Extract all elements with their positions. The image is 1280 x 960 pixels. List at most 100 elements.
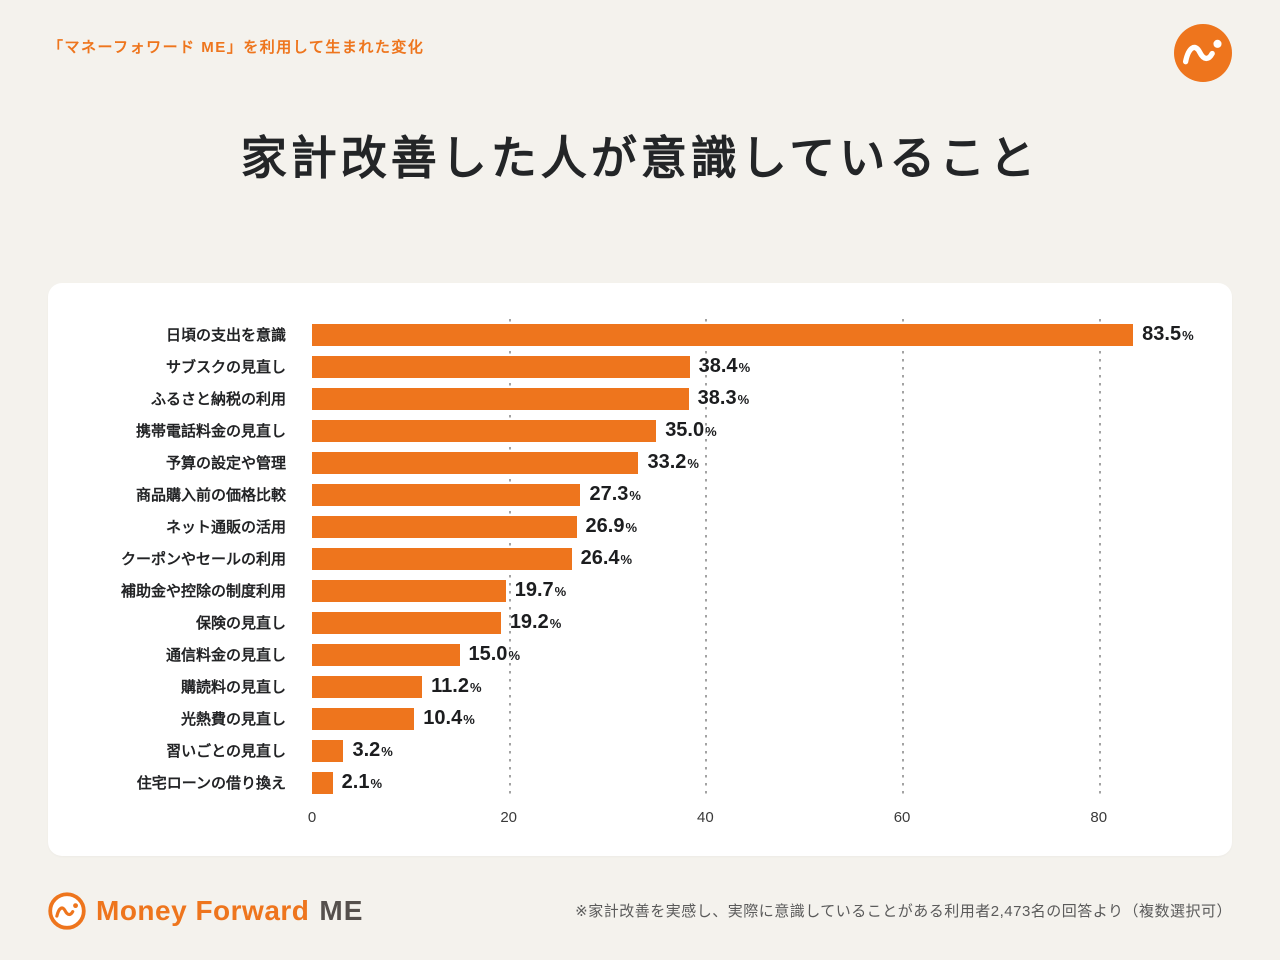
- bar: [312, 707, 415, 730]
- page-subtitle: 「マネーフォワード ME」を利用して生まれた変化: [48, 39, 425, 56]
- bar-track: 19.2%: [312, 611, 1202, 634]
- chart-row: 携帯電話料金の見直し 35.0%: [78, 415, 1202, 447]
- value-label: 33.2%: [647, 451, 699, 473]
- brand-name: Money Forward: [96, 894, 310, 926]
- category-label: サブスクの見直し: [165, 359, 286, 376]
- bar: [312, 547, 572, 570]
- category-label: 保険の見直し: [195, 615, 286, 632]
- category-label: 通信料金の見直し: [165, 647, 286, 664]
- bar: [312, 387, 689, 410]
- value-label: 2.1%: [341, 771, 383, 793]
- footnote: ※家計改善を実感し、実際に意識していることがある利用者2,473名の回答より（複…: [575, 903, 1232, 920]
- bar: [312, 611, 501, 634]
- value-label: 38.4%: [698, 355, 751, 377]
- chart-card: 日頃の支出を意識 83.5% サブスクの見直し 38.4% ふるさと納税の利用 38.3%…: [48, 282, 1232, 856]
- category-label: クーポンやセールの利用: [120, 551, 286, 568]
- category-label: 光熱費の見直し: [180, 711, 286, 728]
- x-tick-label: 60: [893, 808, 911, 826]
- value-label: 15.0%: [468, 643, 521, 665]
- axis-spacer: [78, 799, 312, 839]
- chart-row: 日頃の支出を意識 83.5%: [78, 319, 1202, 351]
- bar-track: 33.2%: [312, 451, 1202, 474]
- moneyforward-me-logo: Money Forward ME: [48, 891, 364, 930]
- bar: [312, 675, 423, 698]
- bar-track: 3.2%: [312, 739, 1202, 762]
- brand-suffix: ME: [319, 894, 364, 926]
- gridline: [1098, 318, 1101, 799]
- bar: [312, 355, 690, 378]
- gridline: [902, 318, 905, 799]
- bar: [312, 451, 639, 474]
- bar-track: 83.5%: [312, 323, 1202, 346]
- category-label: ふるさと納税の利用: [150, 391, 286, 408]
- category-label: 日頃の支出を意識: [165, 327, 286, 344]
- bar: [312, 579, 506, 602]
- chart-row: 住宅ローンの借り換え 2.1%: [78, 767, 1202, 799]
- x-tick-label: 80: [1090, 808, 1108, 826]
- bar: [312, 643, 460, 666]
- chart-row: 習いごとの見直し 3.2%: [78, 735, 1202, 767]
- bar-track: 26.4%: [312, 547, 1202, 570]
- category-label: 住宅ローンの借り換え: [136, 775, 286, 792]
- moneyforward-brand-icon: [48, 891, 86, 930]
- chart-row: 光熱費の見直し 10.4%: [78, 703, 1202, 735]
- footer: Money Forward ME ※家計改善を実感し、実際に意識していることがあ…: [48, 891, 1232, 930]
- category-label: 購読料の見直し: [180, 679, 286, 696]
- category-label: 習いごとの見直し: [166, 743, 286, 760]
- value-label: 83.5%: [1142, 323, 1194, 345]
- top-bar: 「マネーフォワード ME」を利用して生まれた変化: [48, 24, 1232, 82]
- bar: [312, 323, 1134, 346]
- bar: [312, 419, 657, 442]
- bar-track: 2.1%: [312, 771, 1202, 794]
- bar-track: 11.2%: [312, 675, 1202, 698]
- bar-track: 15.0%: [312, 643, 1202, 666]
- bar-chart: 日頃の支出を意識 83.5% サブスクの見直し 38.4% ふるさと納税の利用 38.3%…: [78, 318, 1202, 839]
- category-label: 補助金や控除の制度利用: [120, 583, 286, 600]
- category-label: ネット通販の活用: [165, 519, 286, 536]
- chart-row: 予算の設定や管理 33.2%: [78, 447, 1202, 479]
- bar: [312, 483, 581, 506]
- category-label: 商品購入前の価格比較: [135, 487, 286, 504]
- bar: [312, 739, 344, 762]
- category-label: 携帯電話料金の見直し: [135, 423, 286, 440]
- chart-row: 保険の見直し 19.2%: [78, 607, 1202, 639]
- x-axis: 0 20 40 60 80: [78, 799, 1202, 839]
- bar-track: 38.4%: [312, 355, 1202, 378]
- category-label: 予算の設定や管理: [165, 455, 286, 472]
- value-label: 10.4%: [423, 707, 475, 729]
- chart-row: サブスクの見直し 38.4%: [78, 351, 1202, 383]
- moneyforward-logo-icon: [1174, 24, 1232, 82]
- value-label: 3.2%: [352, 739, 393, 761]
- chart-row: クーポンやセールの利用 26.4%: [78, 543, 1202, 575]
- gridline: [705, 318, 708, 799]
- chart-row: 購読料の見直し 11.2%: [78, 671, 1202, 703]
- chart-row: ふるさと納税の利用 38.3%: [78, 383, 1202, 415]
- value-label: 19.2%: [509, 611, 562, 633]
- bar-track: 26.9%: [312, 515, 1202, 538]
- value-label: 19.7%: [514, 579, 567, 601]
- chart-rows: 日頃の支出を意識 83.5% サブスクの見直し 38.4% ふるさと納税の利用 38.3%…: [78, 319, 1202, 799]
- x-axis-ticks: 0 20 40 60 80: [308, 799, 1202, 839]
- chart-row: ネット通販の活用 26.9%: [78, 511, 1202, 543]
- value-label: 27.3%: [589, 483, 641, 505]
- bar-track: 38.3%: [312, 387, 1202, 410]
- bar-track: 10.4%: [312, 707, 1202, 730]
- value-label: 38.3%: [697, 387, 750, 409]
- value-label: 11.2%: [431, 675, 482, 697]
- chart-row: 商品購入前の価格比較 27.3%: [78, 479, 1202, 511]
- bar: [312, 515, 577, 538]
- bar-track: 27.3%: [312, 483, 1202, 506]
- value-label: 26.9%: [585, 515, 638, 537]
- page-title: 家計改善した人が意識していること: [240, 132, 1040, 184]
- x-tick-label: 20: [500, 808, 518, 826]
- bar-track: 35.0%: [312, 419, 1202, 442]
- chart-row: 補助金や控除の制度利用 19.7%: [78, 575, 1202, 607]
- value-label: 26.4%: [580, 547, 633, 569]
- x-tick-label: 0: [307, 808, 317, 826]
- chart-row: 通信料金の見直し 15.0%: [78, 639, 1202, 671]
- x-tick-label: 40: [697, 808, 714, 826]
- bar-track: 19.7%: [312, 579, 1202, 602]
- bar: [312, 771, 333, 794]
- value-label: 35.0%: [665, 419, 717, 441]
